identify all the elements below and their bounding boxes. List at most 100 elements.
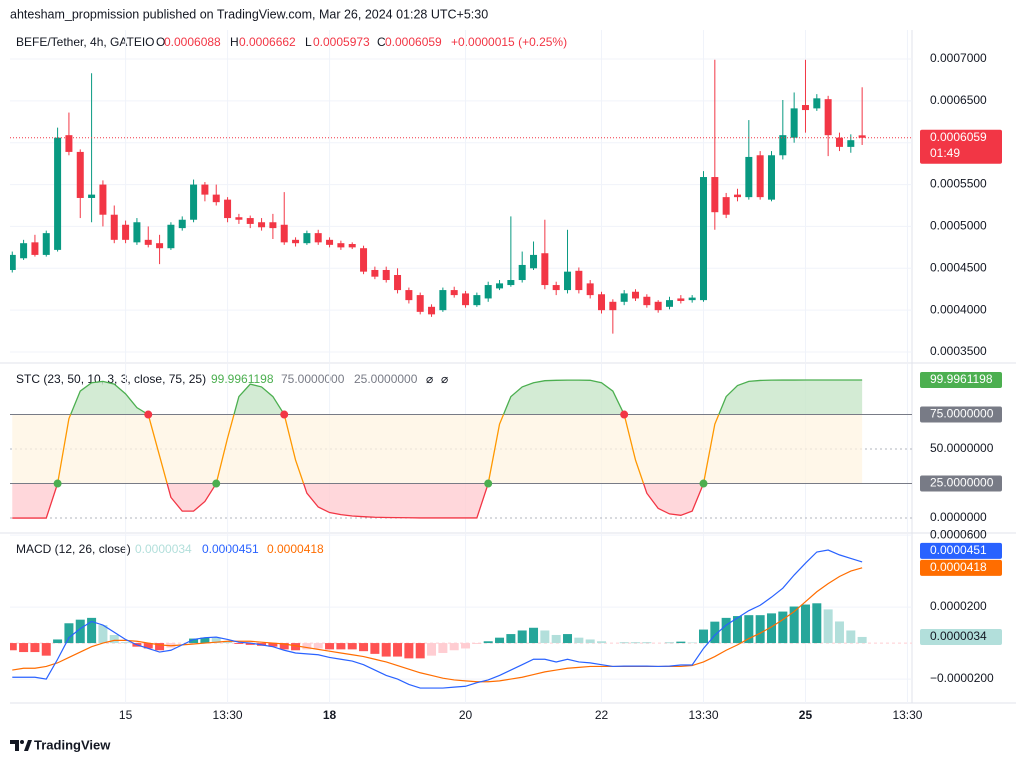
stc-fill <box>12 380 863 415</box>
histogram-bar <box>64 623 74 644</box>
value-label-text: 0.0000418 <box>930 560 987 574</box>
histogram-bar <box>87 617 97 644</box>
signal-dot <box>699 479 708 488</box>
histogram-bar <box>404 643 414 659</box>
histogram-bar <box>744 615 754 644</box>
histogram-bar <box>472 643 482 644</box>
histogram-bar <box>347 643 357 650</box>
candle-body <box>677 298 685 301</box>
candle-body <box>371 269 379 277</box>
histogram-bar <box>279 643 289 650</box>
candle-body <box>790 108 798 138</box>
threshold-label-text: 75.0000000 <box>930 407 994 421</box>
candle-body <box>484 285 492 299</box>
histogram-bar <box>155 643 165 651</box>
candle-body <box>144 239 152 245</box>
value-label <box>920 542 1002 559</box>
histogram-bar <box>438 643 448 653</box>
histogram-bar <box>495 637 505 644</box>
stc-fill <box>12 483 704 519</box>
candle-body <box>496 283 504 289</box>
signal-dot <box>212 479 221 488</box>
stc-line <box>12 483 705 519</box>
histogram-bar <box>10 643 17 651</box>
histogram-bar <box>766 613 776 644</box>
symbol-title: BEFE/Tether, 4h, GATEIO <box>16 35 155 49</box>
candle-body <box>428 306 436 315</box>
x-tick-label: 25 <box>799 708 813 722</box>
histogram-bar <box>800 604 810 644</box>
logo-mark <box>24 740 32 751</box>
candle-body <box>110 214 118 240</box>
histogram-bar <box>449 643 459 651</box>
histogram-bar <box>381 643 391 657</box>
candle-body <box>643 296 651 306</box>
change-value: +0.0000015 (+0.25%) <box>451 35 567 49</box>
histogram-bar <box>291 643 301 651</box>
candle-body <box>280 224 288 243</box>
candle-body <box>620 293 628 302</box>
histogram-bar <box>211 638 221 644</box>
histogram-bar <box>540 630 550 644</box>
candle-body <box>813 98 821 109</box>
histogram-bar <box>812 603 822 644</box>
candle-body <box>337 243 345 248</box>
threshold-label <box>920 475 1002 492</box>
candle-body <box>405 290 413 301</box>
candle-body <box>122 224 130 240</box>
indicator-value: 25.0000000 <box>354 372 418 386</box>
candle-body <box>42 233 50 255</box>
candle-body <box>133 222 141 243</box>
x-tick-label: 13:30 <box>213 708 243 722</box>
indicator-value: 99.9961198 <box>211 372 274 386</box>
last-price-label-text: 0.0006059 <box>930 130 987 144</box>
histogram-bar <box>676 641 686 644</box>
candle-body <box>76 151 84 198</box>
indicator-value: ⌀ <box>441 372 448 386</box>
candle-body <box>224 199 232 219</box>
candle-body <box>269 222 277 229</box>
histogram-bar <box>585 639 595 644</box>
value-label-text: 0.0000034 <box>930 629 987 643</box>
candle-body <box>382 269 390 281</box>
ohlc-label: L <box>305 35 312 49</box>
histogram-bar <box>393 643 403 657</box>
histogram-bar <box>268 643 278 647</box>
candle-body <box>835 137 843 147</box>
ohlc-label: O <box>156 35 165 49</box>
candle-body <box>201 184 209 195</box>
threshold-label <box>920 406 1002 423</box>
candle-body <box>303 233 311 244</box>
ohlc-label: C <box>377 35 386 49</box>
candle-body <box>212 194 220 203</box>
candle-body <box>666 300 674 307</box>
histogram-bar <box>98 625 108 644</box>
candle-body <box>711 177 719 213</box>
candle-body <box>699 177 707 301</box>
indicator-value: 75.0000000 <box>281 372 345 386</box>
value-label <box>920 559 1002 576</box>
histogram-bar <box>732 616 742 644</box>
candle-body <box>360 248 368 272</box>
publish-note: ahtesham_propmission published on Tradin… <box>10 7 488 21</box>
histogram-bar <box>517 630 527 644</box>
histogram-bar <box>41 643 51 656</box>
histogram-bar <box>574 637 584 644</box>
value-label <box>920 372 1002 389</box>
histogram-bar <box>313 643 323 649</box>
last-price-label <box>920 129 1002 164</box>
candle-body <box>31 242 39 255</box>
candle-body <box>65 135 73 152</box>
ohlc-value: 0.0006059 <box>385 35 442 49</box>
histogram-bar <box>687 642 697 644</box>
y-tick-label: 0.0000000 <box>930 510 987 524</box>
y-tick-label: 0.0005500 <box>930 177 987 191</box>
histogram-bar <box>302 643 312 650</box>
signal-dot <box>620 410 629 419</box>
histogram-bar <box>30 643 40 653</box>
histogram-bar <box>200 637 210 644</box>
candle-body <box>258 222 266 228</box>
histogram-bar <box>415 643 425 659</box>
candle-body <box>575 270 583 291</box>
histogram-bar <box>189 638 199 644</box>
